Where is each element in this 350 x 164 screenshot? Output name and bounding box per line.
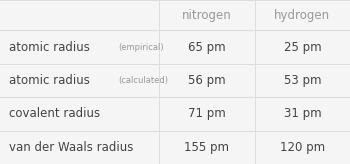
Text: 56 pm: 56 pm [188, 74, 226, 87]
Text: 120 pm: 120 pm [280, 141, 325, 154]
Text: 53 pm: 53 pm [284, 74, 321, 87]
Text: van der Waals radius: van der Waals radius [9, 141, 133, 154]
Text: (calculated): (calculated) [118, 76, 168, 85]
Text: (empirical): (empirical) [118, 42, 163, 51]
Text: 65 pm: 65 pm [188, 41, 226, 54]
Text: covalent radius: covalent radius [9, 107, 100, 120]
Text: hydrogen: hydrogen [274, 9, 330, 22]
Text: 71 pm: 71 pm [188, 107, 226, 120]
Text: 25 pm: 25 pm [284, 41, 321, 54]
Text: nitrogen: nitrogen [182, 9, 232, 22]
Text: 155 pm: 155 pm [184, 141, 230, 154]
Text: atomic radius: atomic radius [9, 74, 93, 87]
Text: 31 pm: 31 pm [284, 107, 321, 120]
Text: atomic radius: atomic radius [9, 41, 93, 54]
